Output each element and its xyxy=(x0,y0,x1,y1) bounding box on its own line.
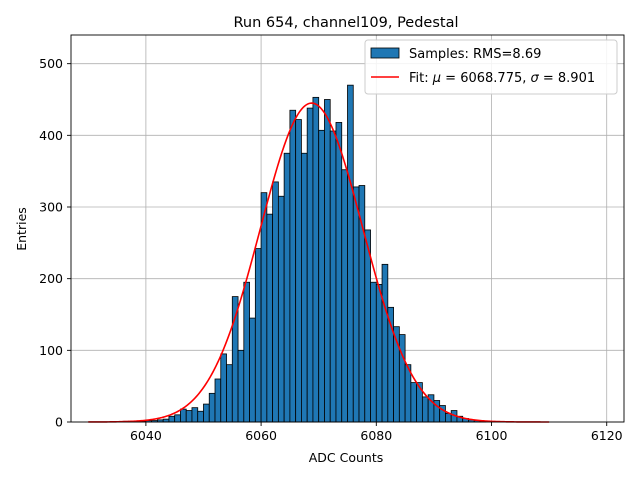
legend-fit-sigma-value: = 8.901 xyxy=(539,71,595,86)
histogram-bar xyxy=(358,185,366,423)
histogram-bar xyxy=(266,213,274,423)
histogram-bar xyxy=(410,382,418,423)
x-axis-label: ADC Counts xyxy=(309,450,384,465)
histogram-bar xyxy=(197,410,204,423)
legend-samples-swatch xyxy=(370,47,400,59)
histogram-bar xyxy=(260,192,268,423)
histogram-bar xyxy=(272,181,279,423)
histogram-bar xyxy=(318,129,325,423)
histogram-bar xyxy=(347,84,354,423)
x-tick-label: 6060 xyxy=(245,428,277,443)
histogram-bar xyxy=(208,392,216,423)
y-tick-label: 400 xyxy=(39,128,63,143)
histogram-bar xyxy=(398,334,406,423)
y-tick-label: 300 xyxy=(39,200,63,215)
histogram-bar xyxy=(185,410,193,423)
histogram-bar xyxy=(289,109,297,423)
histogram-bar xyxy=(226,364,233,423)
histogram-bar xyxy=(214,378,222,423)
histogram-bar xyxy=(191,407,199,423)
histogram-bar xyxy=(220,353,227,423)
histogram-bar xyxy=(295,119,302,423)
legend-fit-prefix: Fit: xyxy=(409,71,433,86)
histogram-bar xyxy=(301,152,308,423)
legend: Samples: RMS=8.69 Fit: μ = 6068.775, σ =… xyxy=(364,39,618,95)
legend-fit-sigma-symbol: σ xyxy=(531,71,540,86)
histogram-bar xyxy=(404,364,412,423)
histogram-bar xyxy=(180,408,187,423)
histogram-bar xyxy=(421,396,429,423)
histogram-bar xyxy=(329,130,337,423)
chart-title: Run 654, channel109, Pedestal xyxy=(233,15,458,31)
x-axis-ticks: 6040 6060 6080 6100 6120 xyxy=(130,422,623,443)
y-tick-label: 200 xyxy=(39,271,63,286)
gaussian-fit-line xyxy=(88,102,550,423)
histogram-bar xyxy=(277,195,285,423)
histogram-bar xyxy=(237,349,245,423)
histogram-bar xyxy=(312,96,320,423)
histogram-bar xyxy=(254,248,262,423)
histogram-bar xyxy=(445,412,452,423)
x-tick-label: 6080 xyxy=(360,428,392,443)
y-tick-label: 100 xyxy=(39,343,63,358)
y-tick-label: 500 xyxy=(39,56,63,71)
histogram-bar xyxy=(249,317,256,423)
histogram-bar xyxy=(168,415,176,423)
x-tick-label: 6120 xyxy=(591,428,623,443)
histogram-bar xyxy=(352,186,360,423)
histogram-bar xyxy=(283,152,291,423)
legend-samples-label: Samples: RMS=8.69 xyxy=(409,47,541,62)
histogram-bar xyxy=(381,263,389,423)
x-tick-label: 6100 xyxy=(476,428,508,443)
legend-box xyxy=(364,39,618,95)
histogram-bar xyxy=(306,107,314,423)
histogram-bar xyxy=(203,403,210,423)
histogram-bar xyxy=(335,122,343,423)
legend-fit-mu-value: = 6068.775, xyxy=(441,71,530,86)
histogram-bar xyxy=(324,99,331,423)
histogram-bar xyxy=(375,283,383,423)
plot-frame xyxy=(70,34,625,423)
legend-fit-mu-symbol: μ xyxy=(432,71,441,86)
histogram-bar xyxy=(243,281,250,423)
y-axis-ticks: 0 100 200 300 400 500 xyxy=(39,56,71,430)
x-tick-label: 6040 xyxy=(130,428,162,443)
y-axis-label: Entries xyxy=(14,207,29,251)
legend-fit-label: Fit: μ = 6068.775, σ = 8.901 xyxy=(409,71,595,86)
histogram-bar xyxy=(364,229,371,423)
histogram-bar xyxy=(341,169,348,423)
histogram-bar xyxy=(370,281,377,423)
y-tick-label: 0 xyxy=(55,415,63,430)
histogram-bar xyxy=(174,414,181,423)
histogram-bars xyxy=(122,84,487,423)
